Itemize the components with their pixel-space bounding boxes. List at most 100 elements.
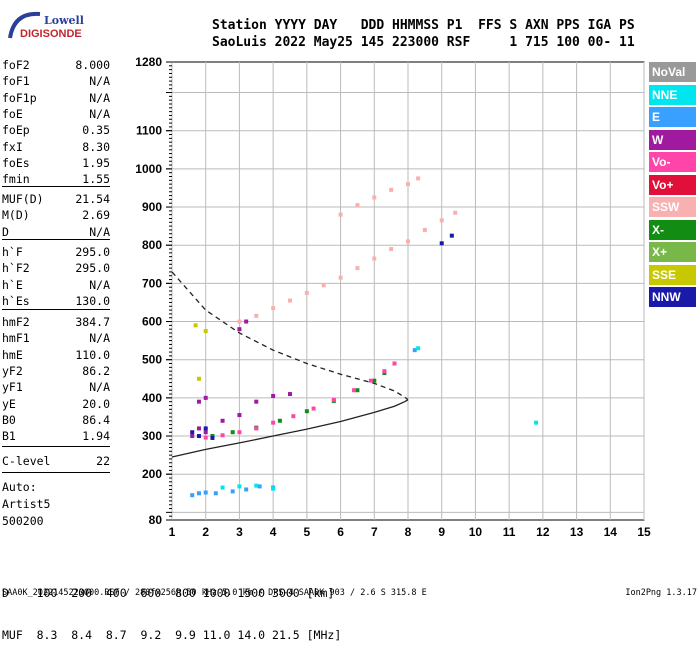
echo-point-w xyxy=(196,399,201,404)
echo-point-e xyxy=(257,484,262,489)
true-height-profile xyxy=(171,399,409,458)
echo-point-sse xyxy=(196,376,201,381)
echo-point-nnw xyxy=(210,435,215,440)
param-value: N/A xyxy=(89,74,110,89)
echo-point-ssw xyxy=(304,290,309,295)
param-value: N/A xyxy=(89,224,110,239)
x-tick-label: 8 xyxy=(405,525,412,539)
profile-upper-extrapolation xyxy=(171,271,409,401)
param-row-fmin: fmin 1.55 xyxy=(2,172,110,188)
y-tick-label: 1100 xyxy=(136,124,162,138)
autoscaling-label: Auto: xyxy=(2,480,37,494)
echo-point-e xyxy=(196,491,201,496)
x-tick-label: 4 xyxy=(270,525,277,539)
echo-point-e xyxy=(412,348,417,353)
echo-point-nne xyxy=(534,420,539,425)
echo-point-ssw xyxy=(406,239,410,244)
param-value: 20.0 xyxy=(82,396,110,411)
param-name: yE xyxy=(2,396,16,411)
echo-point-w xyxy=(271,393,276,398)
echo-point-vo xyxy=(382,369,387,374)
separator xyxy=(2,309,110,310)
header-labels: Station YYYY DAY DDD HHMMSS P1 FFS S AXN… xyxy=(212,18,635,33)
echo-point-ssw xyxy=(372,195,377,200)
separator xyxy=(2,239,110,240)
echo-point-nne xyxy=(416,346,421,351)
y-tick-label: 900 xyxy=(142,200,162,214)
echo-point-ssw xyxy=(288,298,292,303)
separator xyxy=(2,446,110,447)
param-name: foF2 xyxy=(2,58,30,72)
echo-point-w xyxy=(244,319,249,324)
param-row-hf: h`F 295.0 xyxy=(2,245,110,261)
separator xyxy=(2,186,110,187)
echo-point-e xyxy=(213,491,218,496)
echo-point-ssw xyxy=(237,319,242,324)
logo-lowell-text: Lowell xyxy=(44,14,84,27)
y-tick-label: 500 xyxy=(142,353,162,367)
legend-item-sse: SSE xyxy=(649,264,696,285)
param-name: h`Es xyxy=(2,293,30,308)
param-name: h`E xyxy=(2,277,23,292)
param-name: C-level xyxy=(2,454,51,468)
echo-point-e xyxy=(230,489,235,494)
echo-point-ssw xyxy=(453,210,458,215)
param-value: 2.69 xyxy=(82,208,110,223)
param-row-mufd: MUF(D) 21.54 xyxy=(2,192,110,208)
param-value: N/A xyxy=(89,331,110,346)
echo-point-w xyxy=(237,413,242,418)
echo-point-ssw xyxy=(321,283,326,288)
param-row-b1: B1 1.94 xyxy=(2,429,110,445)
param-row-hmf1: hmF1 N/A xyxy=(2,331,110,347)
param-value: 1.55 xyxy=(82,172,110,187)
param-name: h`F xyxy=(2,245,23,259)
echo-point-x xyxy=(277,418,282,423)
echo-point-vo xyxy=(254,426,259,431)
autoscaling-version: 500200 xyxy=(2,514,44,528)
param-name: B1 xyxy=(2,429,16,444)
echo-point-w xyxy=(288,392,292,397)
param-name: yF1 xyxy=(2,380,23,395)
param-value: 22 xyxy=(96,454,110,468)
param-row-hes: h`Es 130.0 xyxy=(2,294,110,310)
echo-point-vo xyxy=(271,420,276,425)
param-value: 8.30 xyxy=(82,139,110,154)
y-tick-label: 200 xyxy=(142,467,162,481)
param-row-md: M(D) 2.69 xyxy=(2,208,110,224)
param-name: h`F2 xyxy=(2,261,30,276)
footer-info: SAA0K_2022145223000.RSF / 280fx256h 50 k… xyxy=(2,588,427,598)
legend-item-x: X- xyxy=(649,219,696,240)
x-tick-label: 13 xyxy=(570,525,584,539)
param-value: 0.35 xyxy=(82,123,110,138)
legend-item-e: E xyxy=(649,107,696,127)
param-value: 1.95 xyxy=(82,155,110,170)
echo-point-vo xyxy=(203,435,208,440)
param-value: 86.4 xyxy=(82,412,110,427)
separator xyxy=(2,472,110,473)
logo-arc-icon xyxy=(8,11,41,39)
echo-point-ssw xyxy=(439,218,444,223)
echo-point-w xyxy=(237,327,242,332)
x-tick-label: 10 xyxy=(469,525,483,539)
echo-point-x xyxy=(355,388,360,393)
header-values: SaoLuis 2022 May25 145 223000 RSF 1 715 … xyxy=(212,35,635,50)
echo-point-ssw xyxy=(389,187,394,192)
legend-item-vo: Vo+ xyxy=(649,174,696,195)
legend-item-noval: NoVal xyxy=(649,62,696,82)
x-tick-label: 9 xyxy=(438,525,445,539)
echo-point-x xyxy=(304,409,309,414)
echo-point-ssw xyxy=(254,313,259,318)
muf-table-distance-row: D 100 200 400 600 800 1000 1500 3000 [km… xyxy=(2,586,335,600)
echo-point-nnw xyxy=(190,430,195,435)
echo-point-vo xyxy=(368,378,373,383)
echo-point-e xyxy=(203,490,208,495)
param-name: foEs xyxy=(2,155,30,170)
x-tick-label: 12 xyxy=(536,525,550,539)
x-tick-label: 2 xyxy=(202,525,209,539)
param-value: 21.54 xyxy=(75,192,110,206)
muf-table: D 100 200 400 600 800 1000 1500 3000 [km… xyxy=(2,558,341,656)
echo-point-ssw xyxy=(338,275,343,280)
echo-point-w xyxy=(254,399,259,404)
param-value: 295.0 xyxy=(75,245,110,259)
echo-point-nne xyxy=(271,486,276,491)
